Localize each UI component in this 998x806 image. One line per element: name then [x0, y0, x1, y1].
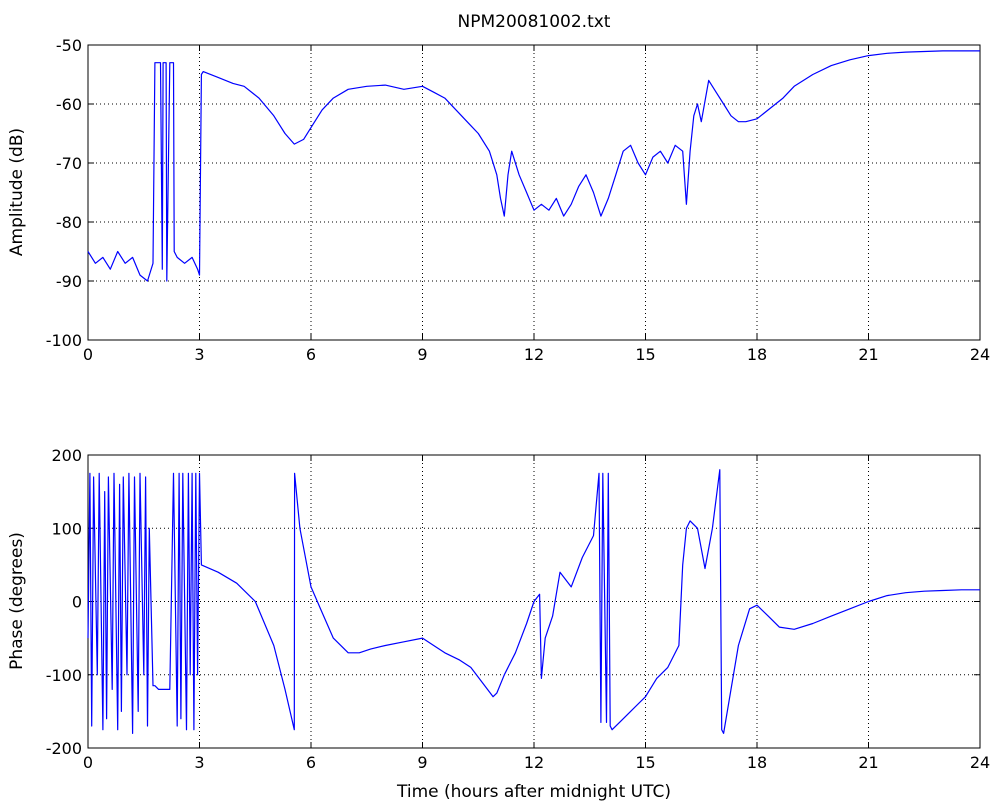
chart-title: NPM20081002.txt	[458, 12, 611, 32]
phase-x-tick-label: 18	[747, 753, 767, 772]
amplitude-series-line	[87, 50, 980, 282]
phase-y-axis-label: Phase (degrees)	[7, 532, 27, 670]
phase-grid	[88, 455, 980, 748]
amplitude-y-tick-label: -50	[56, 36, 82, 55]
phase-y-tick-label: -100	[46, 666, 82, 685]
phase-x-tick-label: 21	[858, 753, 878, 772]
amplitude-y-tick-label: -80	[56, 213, 82, 232]
amplitude-y-tick-label: -100	[46, 331, 82, 350]
x-axis-label: Time (hours after midnight UTC)	[396, 782, 671, 802]
amplitude-plot-area	[87, 44, 981, 341]
amplitude-x-tick-label: 6	[306, 345, 316, 364]
phase-series	[87, 469, 980, 735]
amplitude-x-tick-label: 15	[635, 345, 655, 364]
phase-series-line	[87, 469, 980, 735]
phase-x-tick-label: 9	[417, 753, 427, 772]
amplitude-x-tick-label: 24	[970, 345, 990, 364]
phase-y-tick-label: 100	[51, 519, 82, 538]
amplitude-x-tick-label: 18	[747, 345, 767, 364]
amplitude-y-tick-label: -70	[56, 154, 82, 173]
phase-ticks	[87, 454, 981, 749]
phase-x-tick-label: 6	[306, 753, 316, 772]
amplitude-x-tick-label: 0	[83, 345, 93, 364]
phase-y-tick-label: -200	[46, 739, 82, 758]
amplitude-series	[87, 50, 980, 282]
amplitude-x-tick-label: 21	[858, 345, 878, 364]
amplitude-x-tick-label: 9	[417, 345, 427, 364]
phase-panel: 0 3 6 9 12 15 18 21 24 -200 -100 0 100 200 Phase (deg…	[7, 446, 990, 802]
phase-x-tick-label: 0	[83, 753, 93, 772]
amplitude-y-tick-label: -60	[56, 95, 82, 114]
amplitude-panel: 0 3 6 9 12 15 18 21 24 -100 -90 -80 -70 -60 -50 NPM200…	[7, 12, 990, 364]
amplitude-y-tick-label: -90	[56, 272, 82, 291]
phase-x-tick-label: 15	[635, 753, 655, 772]
phase-tick-labels: 0 3 6 9 12 15 18 21 24 -200 -100 0 100 200	[46, 446, 990, 772]
amplitude-tick-labels: 0 3 6 9 12 15 18 21 24 -100 -90 -80 -70 -60 -50	[46, 36, 990, 364]
phase-x-tick-label: 12	[524, 753, 544, 772]
amplitude-x-tick-label: 12	[524, 345, 544, 364]
phase-x-tick-label: 24	[970, 753, 990, 772]
phase-y-tick-label: 0	[72, 593, 82, 612]
amplitude-x-tick-label: 3	[194, 345, 204, 364]
phase-y-tick-label: 200	[51, 446, 82, 465]
amplitude-ticks	[87, 44, 981, 341]
amplitude-grid	[88, 45, 980, 340]
phase-x-tick-label: 3	[194, 753, 204, 772]
amplitude-y-axis-label: Amplitude (dB)	[7, 128, 27, 256]
